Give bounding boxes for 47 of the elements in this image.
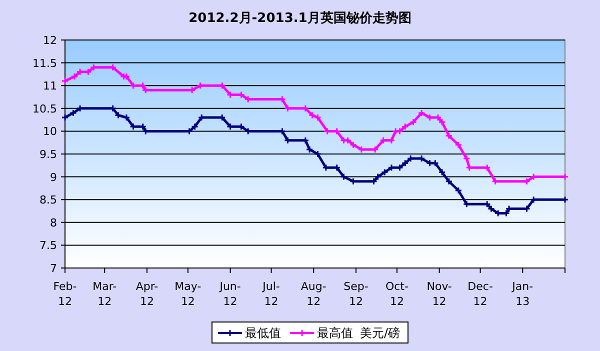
point (374, 173, 382, 181)
y-tick-label: 8.5 (40, 194, 57, 207)
y-tick-label: 9 (50, 170, 57, 184)
point (454, 186, 462, 194)
y-tick-label: 12 (43, 34, 57, 47)
point (418, 109, 426, 117)
point (69, 109, 77, 117)
y-tick-label: 8 (50, 216, 57, 230)
y-tick-label: 7 (50, 262, 57, 275)
legend-label: 最高值 (317, 326, 353, 340)
x-tick-label: Dec-12 (468, 280, 493, 308)
point (462, 154, 470, 162)
y-tick-label: 11.5 (32, 56, 57, 70)
point (114, 111, 122, 119)
point (445, 132, 453, 140)
x-tick-label: Oct-12 (385, 280, 408, 308)
y-tick-label: 10.5 (32, 102, 57, 116)
x-tick-label: Nov-12 (426, 280, 452, 308)
point (401, 159, 409, 167)
point (401, 122, 409, 130)
point (438, 168, 446, 176)
text: 美元/磅 (360, 326, 400, 340)
point (410, 118, 418, 126)
x-tick-label: Mar-12 (92, 280, 117, 308)
point (445, 178, 453, 186)
x-tick-label: Jun-12 (218, 280, 241, 308)
point (122, 114, 130, 122)
x-tick-label: Jan-13 (511, 280, 534, 308)
point (380, 168, 388, 176)
x-tick-label: Apr-12 (136, 280, 158, 308)
point (314, 150, 322, 158)
y-tick-label: 10 (43, 125, 57, 138)
point (454, 141, 462, 149)
x-tick-label: May-12 (174, 280, 202, 308)
x-tick-label: Sep-12 (344, 280, 368, 308)
y-tick-label: 7.5 (40, 239, 57, 252)
x-tick-label: Feb-12 (53, 280, 77, 308)
y-tick-label: 11 (43, 80, 57, 93)
point (70, 72, 78, 80)
point (340, 173, 348, 181)
y-tick-label: 9.5 (40, 148, 57, 161)
point (306, 146, 314, 154)
point (191, 122, 199, 130)
x-tick-label: Aug-12 (300, 280, 326, 308)
x-tick-label: Jul-12 (262, 280, 280, 308)
legend-label: 最低值 (245, 326, 281, 340)
chart-title: 2012.2月-2013.1月英国铋价走势图 (188, 10, 412, 26)
